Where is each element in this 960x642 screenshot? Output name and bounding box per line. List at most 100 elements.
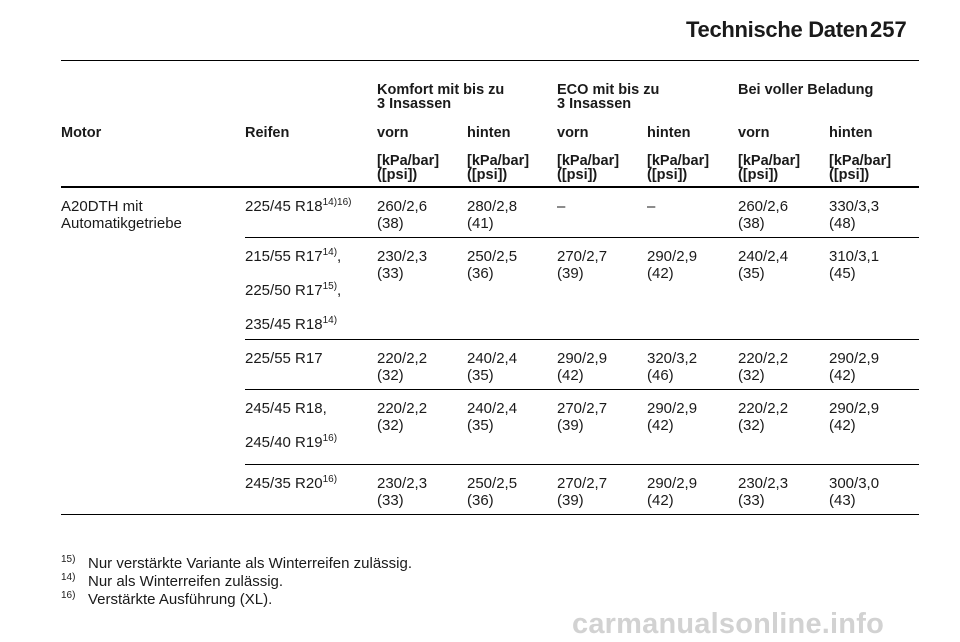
pressure-psi: (42): [647, 265, 674, 282]
pressure-value: 290/2,9: [829, 400, 880, 417]
header-rule: [61, 60, 919, 61]
pressure-psi: (42): [647, 417, 674, 434]
pressure-value: 240/2,4: [467, 350, 518, 367]
pressure-value: 250/2,5: [467, 248, 518, 265]
pressure-value: 220/2,2: [738, 400, 789, 417]
unit-label: ([psi]): [738, 167, 779, 183]
pressure-psi: (42): [557, 367, 584, 384]
tire-size: 225/45 R1814)16): [245, 197, 352, 216]
tire-size: 215/55 R1714),: [245, 247, 342, 266]
pressure-psi: (32): [377, 367, 404, 384]
pressure-value: 270/2,7: [557, 248, 608, 265]
page-number: 257: [870, 17, 907, 42]
pressure-psi: (42): [647, 492, 674, 509]
pressure-value: 280/2,8: [467, 198, 518, 215]
pressure-value: 240/2,4: [738, 248, 789, 265]
motor-line2: Automatikgetriebe: [61, 215, 182, 232]
pressure-value: 260/2,6: [738, 198, 789, 215]
footnote-ref: 14): [322, 247, 338, 258]
pressure-value: 300/3,0: [829, 475, 880, 492]
pressure-value: 230/2,3: [738, 475, 789, 492]
group-komfort-line1: Komfort mit bis zu: [377, 82, 505, 98]
pressure-value: 220/2,2: [738, 350, 789, 367]
tire-size: 245/45 R18,: [245, 400, 327, 417]
footnote-text: Nur als Winterreifen zulässig.: [88, 573, 284, 590]
footnote-ref: 16): [322, 474, 338, 485]
pressure-value: 290/2,9: [647, 400, 698, 417]
row-divider: [245, 464, 919, 465]
pressure-value: 310/3,1: [829, 248, 880, 265]
pressure-value: 320/3,2: [647, 350, 698, 367]
pressure-psi: (39): [557, 492, 584, 509]
watermark: carmanualsonline.info: [572, 608, 884, 640]
pressure-psi: (33): [738, 492, 765, 509]
unit-label: [kPa/bar]: [467, 153, 530, 169]
tire-size: 225/55 R17: [245, 350, 323, 367]
footnote-ref: 15): [322, 281, 338, 292]
footnote-mark: 16): [61, 590, 76, 601]
pressure-value: 260/2,6: [377, 198, 428, 215]
footnote-ref: 14)16): [322, 197, 352, 208]
unit-label: [kPa/bar]: [829, 153, 892, 169]
pressure-psi: (33): [377, 492, 404, 509]
pressure-psi: (36): [467, 492, 494, 509]
column-vorn: vorn: [738, 125, 770, 141]
unit-label: ([psi]): [377, 167, 418, 183]
pressure-psi: (36): [467, 265, 494, 282]
unit-label: [kPa/bar]: [377, 153, 440, 169]
pressure-psi: (43): [829, 492, 856, 509]
pressure-psi: (35): [738, 265, 765, 282]
pressure-psi: (33): [377, 265, 404, 282]
pressure-psi: (42): [829, 367, 856, 384]
pressure-psi: (46): [647, 367, 674, 384]
unit-label: [kPa/bar]: [647, 153, 710, 169]
unit-label: ([psi]): [647, 167, 688, 183]
column-vorn: vorn: [377, 125, 409, 141]
unit-label: ([psi]): [467, 167, 508, 183]
unit-label: [kPa/bar]: [557, 153, 620, 169]
pressure-psi: (39): [557, 417, 584, 434]
pressure-value: 290/2,9: [647, 475, 698, 492]
pressure-psi: (32): [377, 417, 404, 434]
pressure-value: –: [557, 198, 566, 215]
table-header-rule: [61, 186, 919, 188]
pressure-psi: (35): [467, 417, 494, 434]
footnote-mark: 14): [61, 572, 76, 583]
column-vorn: vorn: [557, 125, 589, 141]
unit-label: ([psi]): [557, 167, 598, 183]
pressure-value: –: [647, 198, 656, 215]
pressure-value: 270/2,7: [557, 475, 608, 492]
footnote-text: Verstärkte Ausführung (XL).: [88, 591, 273, 608]
footnote-ref: 14): [322, 315, 338, 326]
pressure-value: 290/2,9: [557, 350, 608, 367]
column-reifen: Reifen: [245, 125, 290, 141]
motor-line1: A20DTH mit: [61, 198, 143, 215]
pressure-psi: (32): [738, 367, 765, 384]
pressure-value: 230/2,3: [377, 248, 428, 265]
row-divider: [245, 237, 919, 238]
pressure-psi: (32): [738, 417, 765, 434]
footnote-mark: 15): [61, 554, 76, 565]
footnote-text: Nur verstärkte Variante als Winterreifen…: [88, 555, 413, 572]
page-title: Technische Daten: [686, 17, 868, 42]
pressure-psi: (38): [377, 215, 404, 232]
pressure-psi: (45): [829, 265, 856, 282]
pressure-psi: (42): [829, 417, 856, 434]
pressure-value: 230/2,3: [377, 475, 428, 492]
column-hinten: hinten: [467, 125, 511, 141]
unit-label: [kPa/bar]: [738, 153, 801, 169]
tire-size: 225/50 R1715),: [245, 281, 342, 300]
column-motor: Motor: [61, 125, 102, 141]
pressure-psi: (35): [467, 367, 494, 384]
tire-size: 235/45 R1814): [245, 315, 338, 334]
group-komfort-line2: 3 Insassen: [377, 96, 452, 112]
table-bottom-rule: [61, 514, 919, 515]
pressure-psi: (39): [557, 265, 584, 282]
row-divider: [245, 339, 919, 340]
group-eco-line2: 3 Insassen: [557, 96, 632, 112]
tire-size: 245/35 R2016): [245, 474, 338, 493]
row-divider: [245, 389, 919, 390]
pressure-value: 290/2,9: [647, 248, 698, 265]
pressure-psi: (41): [467, 215, 494, 232]
pressure-value: 270/2,7: [557, 400, 608, 417]
